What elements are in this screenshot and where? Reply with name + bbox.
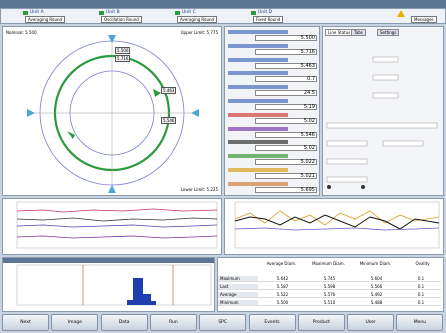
table-cell: 5.500	[258, 300, 305, 306]
unit-name: Unit B	[106, 10, 120, 15]
table-cell: 5.522	[258, 292, 305, 298]
nav-button[interactable]: Run	[149, 314, 197, 331]
table-cell: 5.598	[305, 284, 352, 290]
field-label	[228, 168, 288, 172]
tag: 5.500	[115, 47, 131, 54]
toolbar: Unit A Averaging Round Unit B Oscillation R…	[0, 8, 446, 24]
nav-button[interactable]: Data	[100, 314, 148, 331]
lower-limit: Lower Limit: 5.225	[180, 187, 218, 192]
field-value: 5.02	[255, 117, 317, 124]
messages[interactable]: Messages	[411, 16, 437, 23]
unit-swatch	[251, 11, 256, 15]
trend-chart	[16, 201, 218, 249]
field-value: 5.546	[255, 131, 317, 138]
table-cell: 0.1	[399, 276, 441, 282]
table-cell: Minimum	[218, 300, 258, 306]
field-label	[228, 30, 288, 34]
table-cell: Average	[218, 292, 258, 298]
table-cell: 0.1	[399, 292, 441, 298]
field-value: 5.022	[255, 159, 317, 166]
field-value: 24.5	[255, 90, 317, 97]
field-label	[228, 85, 288, 90]
unit-swatch	[23, 11, 28, 15]
nav-button[interactable]: Next	[2, 314, 49, 331]
table-header: Ovality	[415, 261, 430, 266]
histogram	[3, 258, 214, 306]
field-value: 5.500	[255, 35, 317, 41]
field-label	[228, 140, 288, 145]
field-label	[228, 126, 288, 131]
trend-left	[2, 198, 222, 255]
unit-swatch	[175, 11, 180, 15]
table-cell: 5.488	[352, 300, 399, 306]
trend-chart	[234, 201, 440, 249]
table-cell: 5.745	[305, 276, 352, 282]
histogram-panel	[2, 257, 215, 312]
table-cell: 5.566	[352, 284, 399, 290]
unit-name: Unit A	[30, 10, 44, 15]
polar-chart	[27, 35, 199, 193]
nav-button[interactable]: Product	[297, 314, 345, 331]
field-value: 0.7	[255, 76, 317, 83]
table-cell: 5.642	[258, 276, 305, 282]
field-label	[228, 112, 288, 117]
nav-button[interactable]: Events	[248, 314, 296, 331]
unit-button[interactable]: Oscillation Round	[101, 16, 142, 23]
nominal: Nominal: 5.500	[6, 30, 37, 35]
alarm-icon	[397, 10, 405, 17]
table-cell: 5.604	[352, 276, 399, 282]
tab[interactable]: Tabs	[351, 29, 366, 36]
unit-name: Unit C	[182, 10, 196, 15]
field-panel: 5.500 5.716 5.463 0.7 24.5 5.19 5.02 5.546 5.02 5…	[224, 26, 320, 196]
tab[interactable]: Settings	[377, 29, 400, 36]
table-cell: 5.587	[258, 284, 305, 290]
table-header: Average Diam.	[266, 261, 297, 266]
title-bar	[0, 0, 446, 8]
field-label	[228, 43, 288, 48]
settings-panel: Line Status Tabs Settings	[322, 26, 444, 196]
tag: 5.716	[115, 55, 131, 62]
field-label	[228, 154, 288, 159]
field-value: 5.021	[255, 173, 317, 179]
polar-panel: Nominal: 5.500 Upper Limit: 5.775 Lower …	[2, 26, 222, 196]
table-cell: Maximum	[218, 276, 258, 282]
field-label	[228, 57, 288, 62]
settings-fields	[326, 56, 438, 189]
table-cell: Last	[218, 284, 258, 290]
table-cell: 0.1	[399, 300, 441, 306]
table-cell: 0.1	[399, 284, 441, 290]
table-cell: 5.510	[305, 300, 352, 306]
tag: 5.546	[161, 117, 177, 124]
table-header: Minimum Diam.	[359, 261, 392, 266]
upper-limit: Upper Limit: 5.775	[180, 30, 218, 35]
table-header: Maximum Diam.	[312, 261, 345, 266]
unit-button[interactable]: Averaging Round	[25, 16, 66, 23]
table-cell: 5.492	[352, 292, 399, 298]
nav-button[interactable]: SPC	[199, 314, 247, 331]
unit-name: Unit D	[258, 10, 273, 15]
field-label	[228, 71, 288, 76]
unit-button[interactable]: Fixed Round	[253, 16, 284, 23]
field-label	[228, 99, 288, 103]
table-cell: 5.576	[305, 292, 352, 298]
field-label	[228, 181, 288, 186]
nav-button[interactable]: Image	[51, 314, 99, 331]
trend-right	[224, 198, 444, 255]
field-value: 5.695	[255, 186, 317, 193]
unit-swatch	[99, 11, 104, 15]
nav-button[interactable]: User	[347, 314, 395, 331]
unit-button[interactable]: Averaging Round	[177, 16, 218, 23]
field-value: 5.19	[255, 104, 317, 110]
tab[interactable]: Line Status	[325, 29, 354, 36]
nav-button[interactable]: Menu	[396, 314, 444, 331]
tag: 5.463	[161, 87, 177, 94]
field-value: 5.716	[255, 48, 317, 55]
field-value: 5.463	[255, 62, 317, 69]
stats-table: Average Diam. Maximum Diam. Minimum Diam. O…	[217, 257, 444, 312]
field-value: 5.02	[255, 145, 317, 152]
